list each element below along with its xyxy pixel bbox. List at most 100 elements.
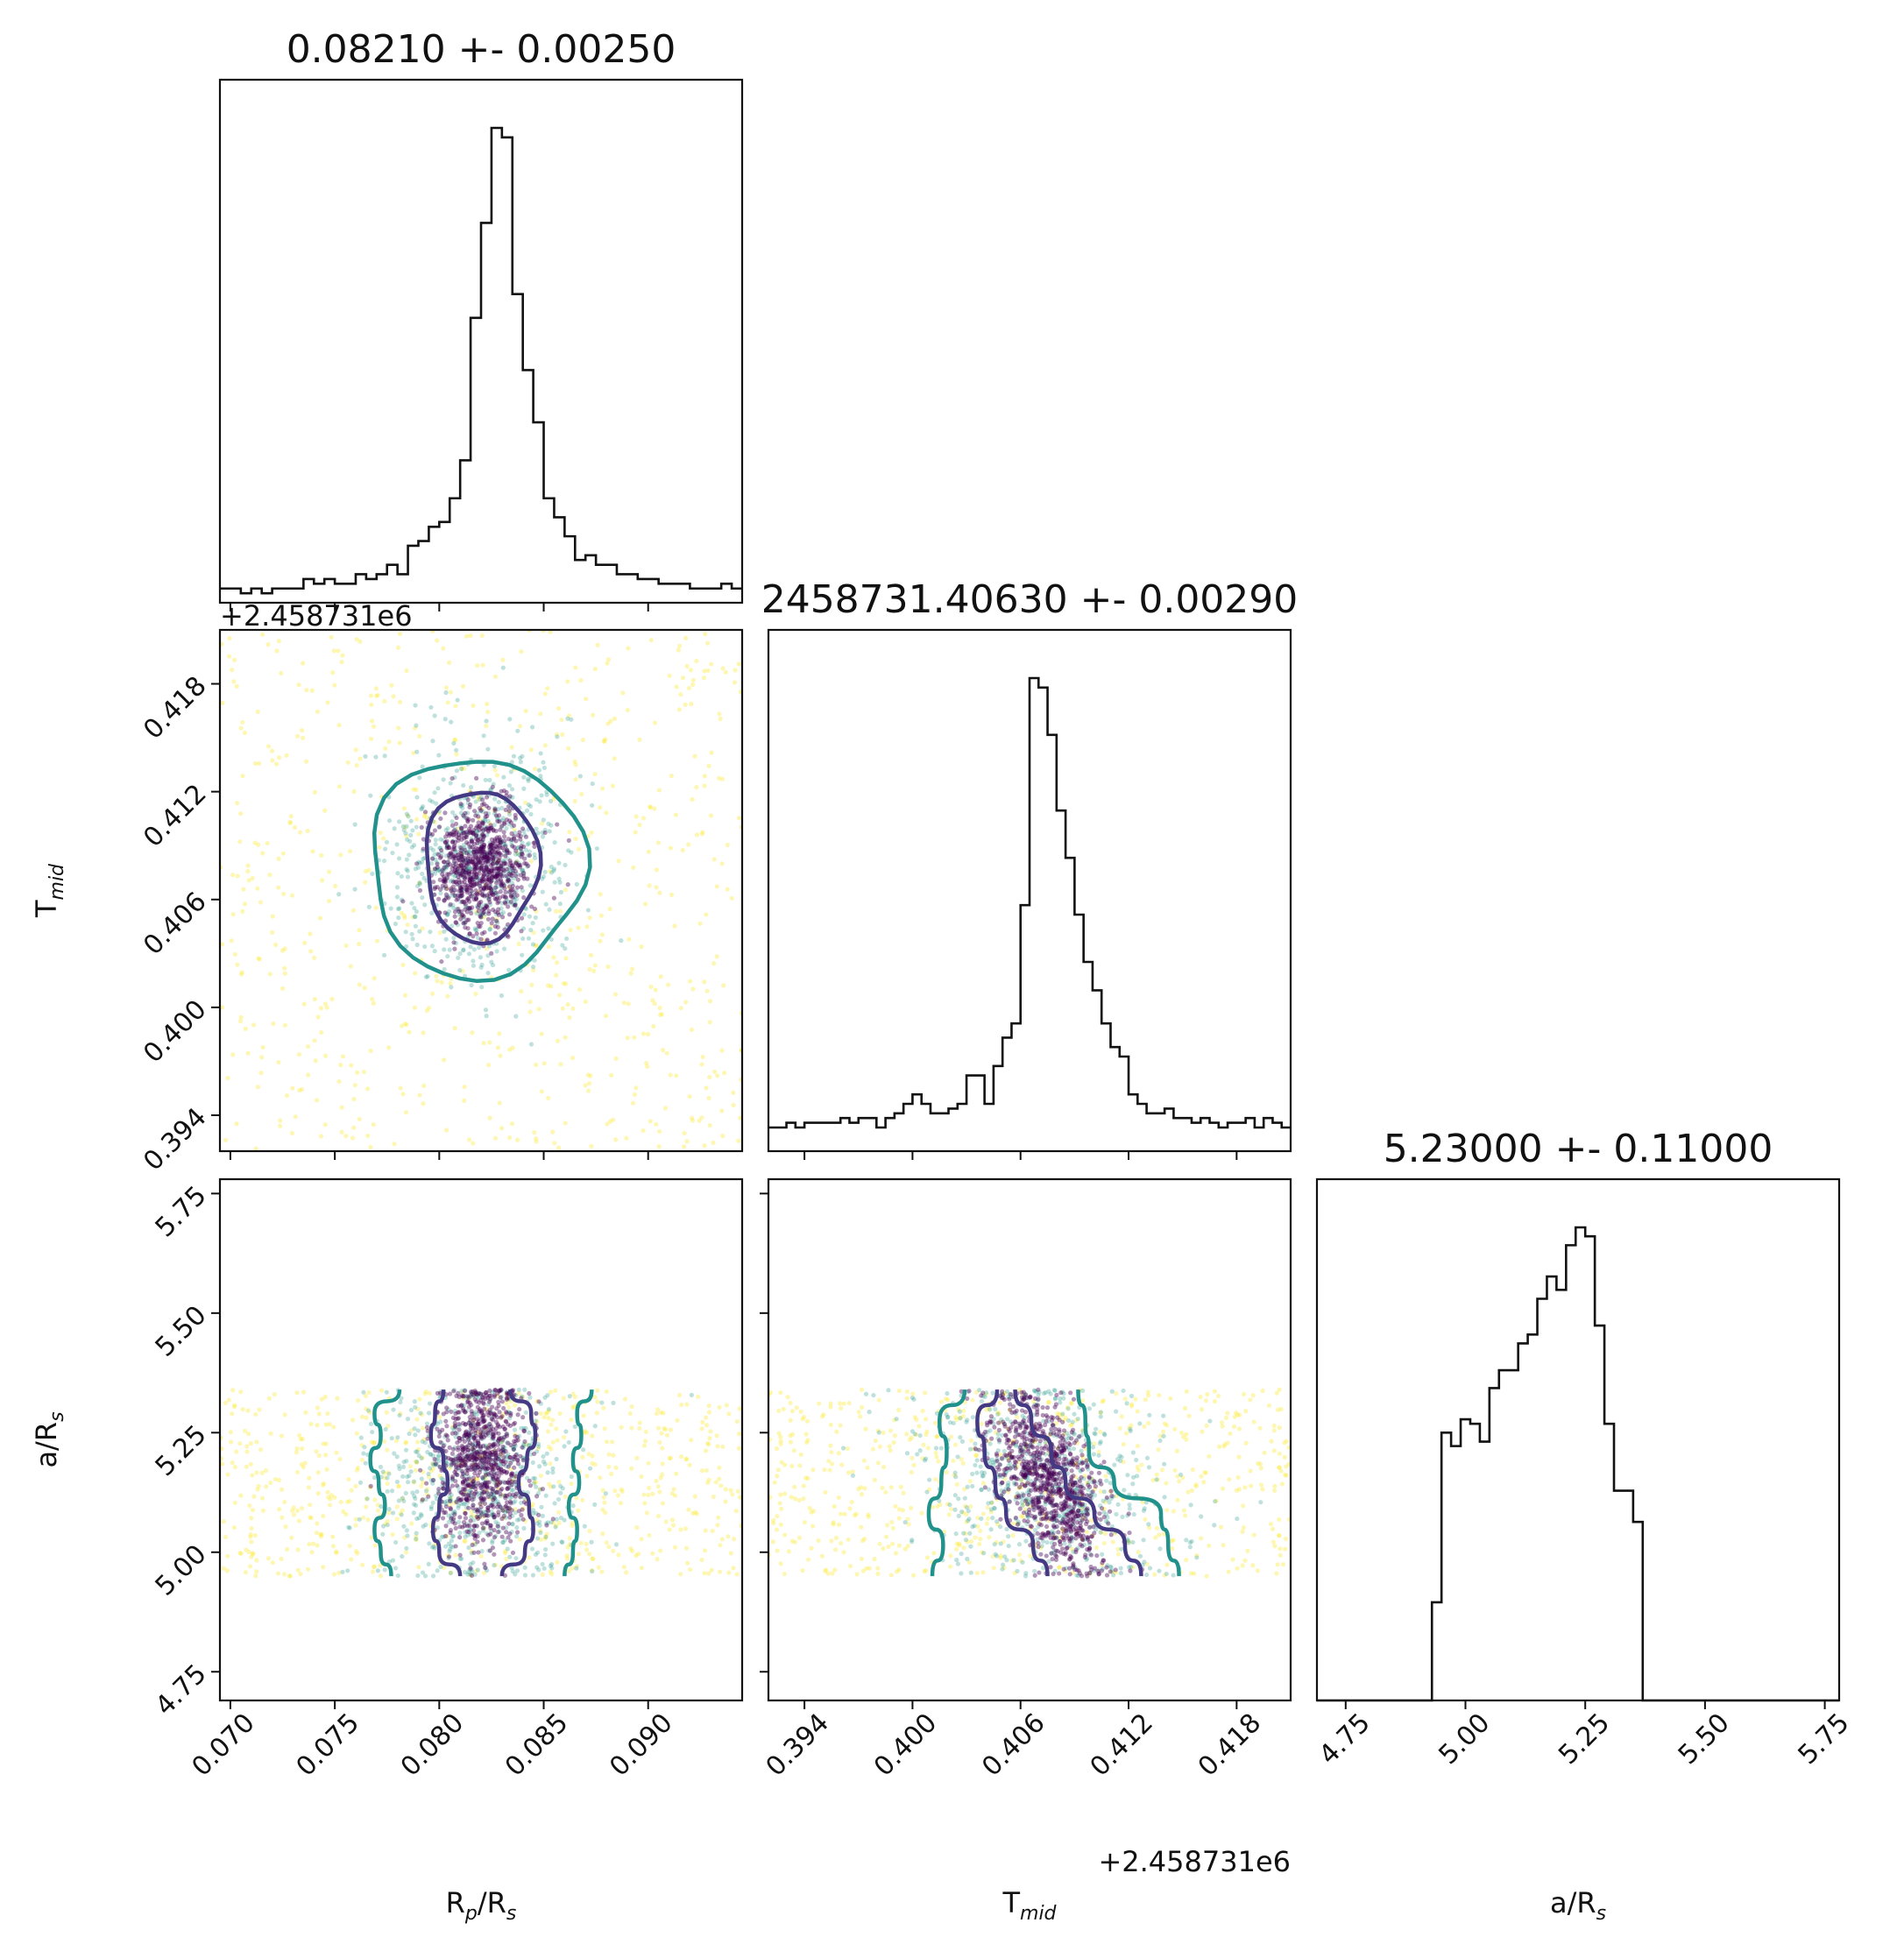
sample-point [478, 1444, 484, 1449]
sample-point [452, 869, 457, 874]
sample-point [541, 1061, 547, 1066]
sample-point [503, 1460, 508, 1465]
sample-point [460, 887, 465, 893]
sample-point [585, 1072, 591, 1078]
sample-point [488, 1409, 493, 1414]
sample-point [487, 1393, 492, 1398]
sample-point [424, 1008, 429, 1014]
sample-point [416, 1453, 421, 1459]
sample-point [368, 1421, 374, 1426]
sample-point [529, 982, 534, 987]
sample-point [485, 852, 490, 857]
sample-point [702, 1571, 707, 1576]
sample-point [353, 1483, 358, 1488]
sample-point [481, 850, 486, 855]
sample-point [289, 1508, 295, 1513]
sample-point [499, 1467, 504, 1472]
sample-point [461, 921, 466, 926]
sample-point [494, 879, 499, 884]
sample-point [466, 817, 471, 822]
sample-point [513, 1439, 519, 1444]
sample-point [499, 824, 505, 829]
sample-point [805, 1557, 811, 1562]
sample-point [485, 1466, 491, 1472]
sample-point [453, 865, 458, 870]
sample-point [485, 953, 491, 958]
sample-point [864, 1566, 869, 1571]
sample-point [738, 1115, 742, 1120]
sample-point [948, 1434, 954, 1439]
sample-point [477, 1407, 483, 1412]
sample-point [421, 1030, 426, 1036]
sample-point [301, 735, 306, 740]
sample-point [488, 825, 493, 831]
sample-point [482, 1451, 487, 1456]
sample-point [476, 854, 481, 859]
sample-point [538, 774, 543, 779]
sample-point [231, 1404, 237, 1410]
sample-point [478, 1456, 484, 1461]
sample-point [711, 857, 717, 862]
sample-point [621, 1565, 626, 1570]
sample-point [515, 845, 520, 851]
sample-point [556, 705, 562, 711]
sample-point [478, 825, 485, 831]
sample-point [591, 1556, 596, 1562]
sample-point [834, 1429, 839, 1434]
sample-point [527, 852, 533, 859]
sample-point [460, 912, 465, 918]
sample-point [449, 866, 455, 871]
sample-point [466, 1474, 471, 1480]
sample-point [487, 1450, 492, 1455]
sample-point [1007, 1454, 1012, 1460]
sample-point [499, 1395, 504, 1400]
sample-point [934, 1434, 939, 1439]
sample-point [637, 737, 642, 742]
sample-point [487, 1410, 492, 1416]
sample-point [249, 1554, 254, 1559]
sample-point [488, 868, 494, 873]
sample-point [507, 1506, 513, 1511]
sample-point [464, 1522, 470, 1527]
sample-point [414, 1502, 419, 1509]
sample-point [453, 1462, 459, 1467]
sample-point [400, 899, 406, 904]
sample-point [480, 1426, 485, 1432]
sample-point [386, 1559, 393, 1565]
sample-point [708, 813, 714, 818]
sample-point [474, 903, 480, 908]
sample-point [1036, 1520, 1041, 1525]
sample-point [687, 1462, 692, 1467]
sample-point [464, 1497, 470, 1502]
sample-point [461, 1394, 466, 1399]
sample-point [411, 1510, 416, 1516]
sample-point [451, 1517, 457, 1523]
sample-point [1061, 1396, 1066, 1401]
sample-point [888, 1428, 893, 1433]
sample-point [484, 904, 489, 909]
sample-point [345, 760, 350, 765]
sample-point [481, 762, 486, 767]
sample-point [338, 1499, 343, 1505]
sample-point [471, 1436, 477, 1441]
sample-point [478, 1485, 484, 1490]
sample-point [471, 1444, 476, 1449]
sample-point [479, 806, 485, 811]
sample-point [489, 887, 494, 893]
sample-point [476, 1426, 482, 1432]
sample-point [801, 1483, 806, 1488]
sample-point [444, 886, 449, 892]
sample-point [499, 864, 504, 869]
sample-point [457, 1497, 463, 1502]
sample-point [493, 896, 499, 901]
sample-point [502, 900, 507, 905]
sample-point [574, 1564, 580, 1569]
sample-point [586, 1452, 591, 1457]
sample-point [892, 1417, 897, 1423]
sample-point [474, 1392, 480, 1397]
sample-point [432, 828, 438, 833]
sample-point [689, 1438, 694, 1443]
sample-point [419, 1455, 424, 1461]
sample-point [298, 1437, 304, 1442]
sample-point [472, 1424, 478, 1430]
